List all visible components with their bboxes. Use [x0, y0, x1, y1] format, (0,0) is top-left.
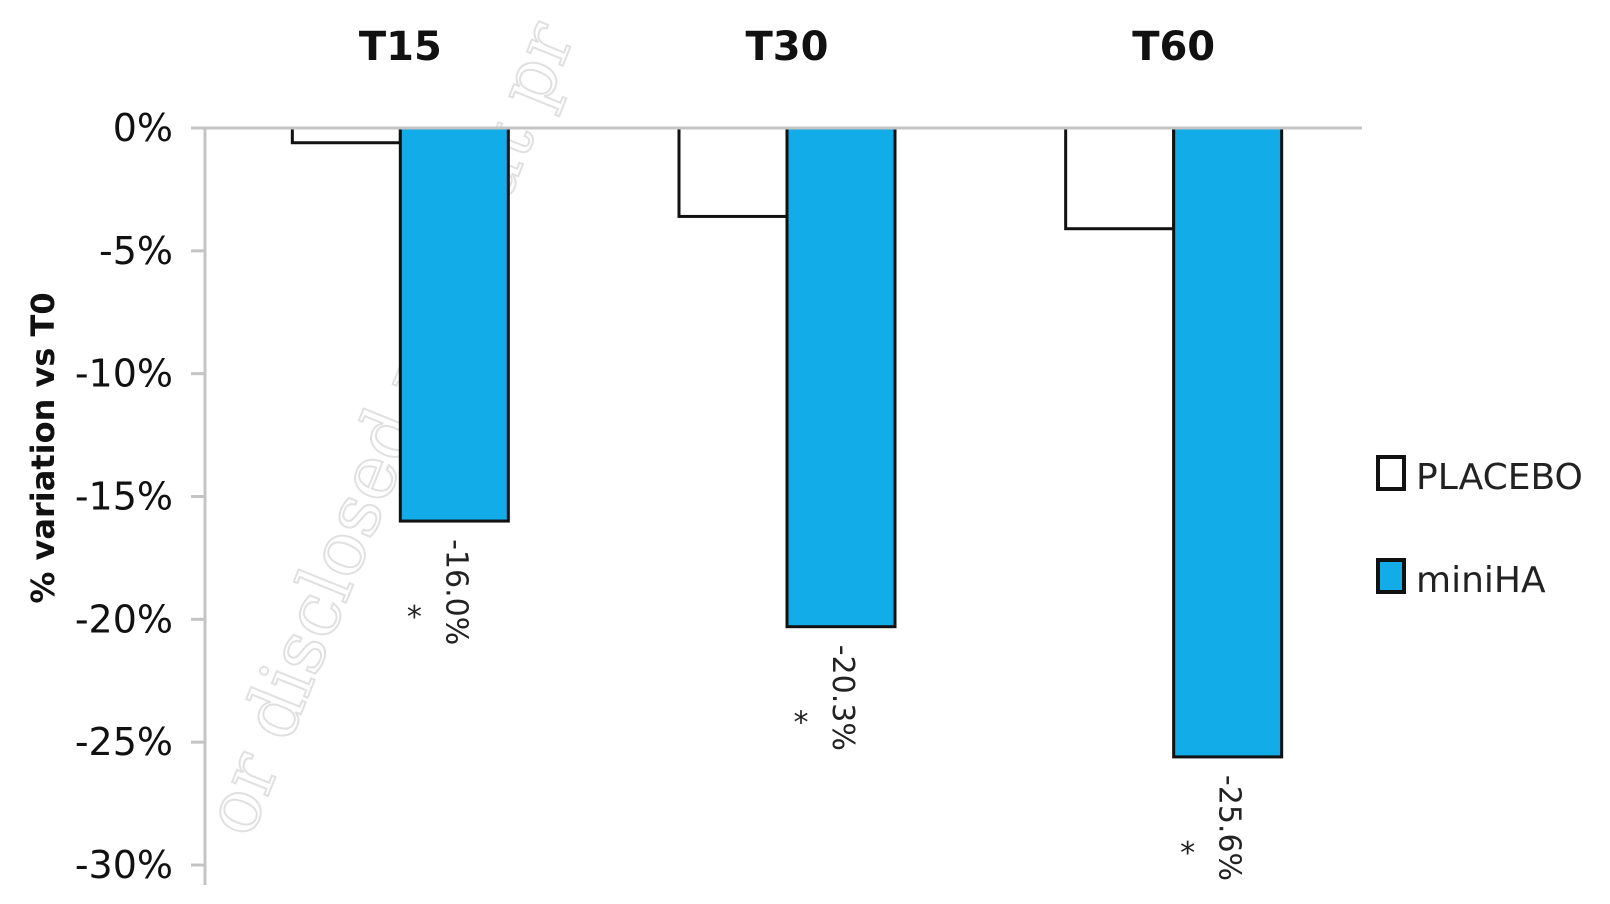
legend-swatch-placebo	[1376, 455, 1406, 491]
significance-marker: *	[1180, 836, 1195, 871]
data-label: -25.6%	[1212, 775, 1247, 881]
bar-placebo-t30	[677, 126, 789, 218]
category-label: T60	[1132, 24, 1215, 70]
data-label: -16.0%	[438, 539, 473, 645]
bar-placebo-t15	[290, 126, 402, 145]
y-tick-label: -10%	[75, 352, 173, 396]
y-tick-label: -5%	[99, 229, 173, 273]
category-label: T15	[359, 24, 442, 70]
y-tick-label: -25%	[75, 720, 173, 764]
significance-marker: *	[407, 600, 422, 635]
y-tick-label: -15%	[75, 475, 173, 519]
y-axis-title: % variation vs T0	[24, 292, 62, 603]
bar-miniha-t30	[785, 126, 897, 629]
legend-label-placebo: PLACEBO	[1416, 457, 1583, 498]
y-tick-label: -30%	[75, 843, 173, 887]
data-label: -20.3%	[825, 645, 860, 751]
legend-swatch-miniha	[1376, 558, 1406, 594]
category-label: T30	[746, 24, 829, 70]
y-tick-label: -20%	[75, 597, 173, 641]
significance-marker: *	[794, 706, 809, 741]
bar-placebo-t60	[1064, 126, 1176, 231]
bar-miniha-t60	[1172, 126, 1284, 759]
legend-label-miniha: miniHA	[1416, 560, 1546, 601]
bar-miniha-t15	[398, 126, 510, 523]
y-tick-label: 0%	[113, 106, 173, 150]
